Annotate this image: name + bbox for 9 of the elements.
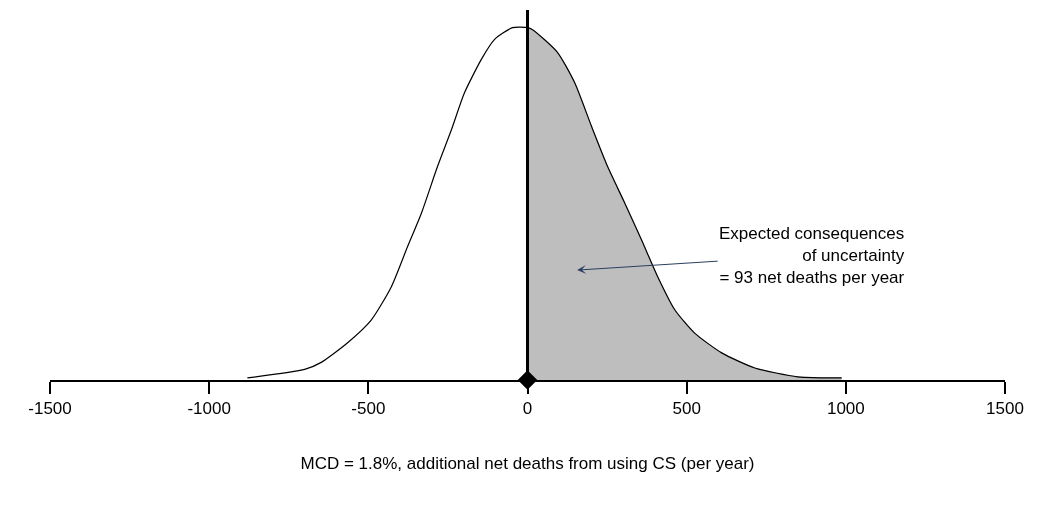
x-tick-label: 500: [672, 399, 701, 419]
x-axis-title: MCD = 1.8%, additional net deaths from using CS (per year): [300, 454, 755, 474]
x-tick-label: -1000: [187, 399, 231, 419]
x-tick-label: 0: [522, 399, 533, 419]
annotation: Expected consequences of uncertainty = 93 net deaths per year: [719, 224, 905, 288]
x-tick-label: 1000: [826, 399, 865, 419]
x-tick-label: 1500: [986, 399, 1024, 419]
x-tick-label: -1500: [28, 399, 72, 419]
x-tick-label: -500: [351, 399, 386, 419]
